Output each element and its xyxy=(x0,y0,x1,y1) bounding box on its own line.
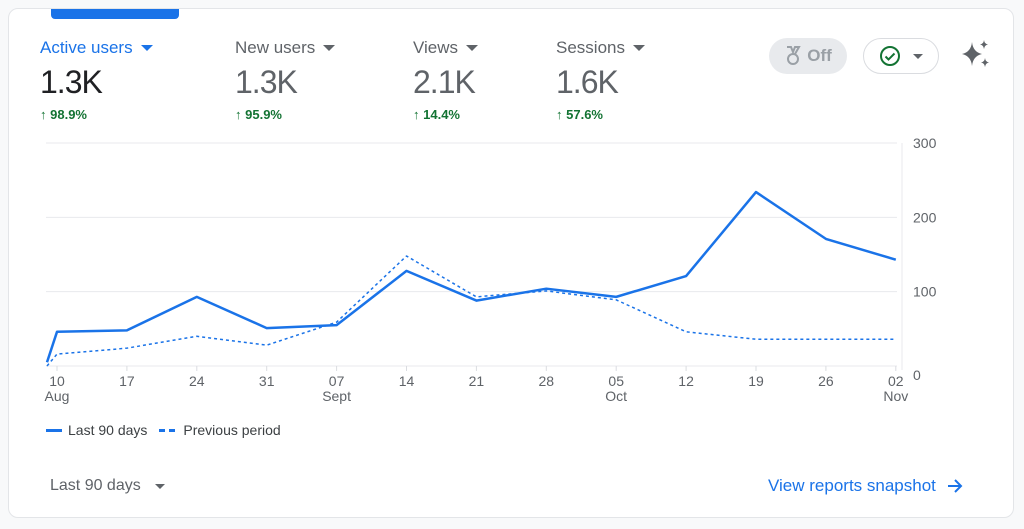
metric-change: ↑ 14.4% xyxy=(413,107,478,122)
check-circle-icon xyxy=(880,46,900,66)
metric-value: 1.3K xyxy=(235,64,298,100)
active-tab-indicator xyxy=(51,9,179,19)
metric-change-value: 98.9% xyxy=(50,107,87,122)
home-overview-card xyxy=(8,8,1014,518)
caret-down-icon xyxy=(140,45,153,51)
metric-value: 2.1K xyxy=(413,64,476,100)
medal-icon xyxy=(787,46,801,65)
metric-change-value: 57.6% xyxy=(566,107,603,122)
legend-previous-period: Previous period xyxy=(183,422,281,438)
caret-down-icon xyxy=(323,45,336,51)
chevron-down-icon xyxy=(154,483,165,489)
metric-dropdown[interactable]: New users xyxy=(235,38,336,58)
metric-label: New users xyxy=(235,38,316,57)
metric-label: Views xyxy=(413,38,459,57)
metric-tab-views[interactable]: Views 2.1K ↑ 14.4% xyxy=(413,38,479,122)
arrow-up-icon: ↑ xyxy=(556,107,563,122)
date-range-label: Last 90 days xyxy=(50,477,141,494)
chart-legend: Last 90 days Previous period xyxy=(46,422,281,438)
metric-change: ↑ 98.9% xyxy=(40,107,153,122)
arrow-up-icon: ↑ xyxy=(413,107,420,122)
caret-down-icon xyxy=(466,45,479,51)
legend-solid-swatch xyxy=(46,428,62,432)
snapshot-label: View reports snapshot xyxy=(768,476,936,495)
metric-tab-active-users[interactable]: Active users 1.3K ↑ 98.9% xyxy=(40,38,153,122)
metric-change: ↑ 57.6% xyxy=(556,107,645,122)
metric-value: 1.6K xyxy=(556,64,619,100)
metric-tab-sessions[interactable]: Sessions 1.6K ↑ 57.6% xyxy=(556,38,645,122)
metric-change: ↑ 95.9% xyxy=(235,107,335,122)
metric-value: 1.3K xyxy=(40,64,103,100)
view-reports-snapshot-link[interactable]: View reports snapshot xyxy=(768,476,964,496)
legend-dashed-swatch xyxy=(159,428,178,432)
legend-last-90-days: Last 90 days xyxy=(68,422,148,438)
caret-down-icon xyxy=(632,45,645,51)
sparkle-icon xyxy=(962,40,989,67)
insights-button[interactable] xyxy=(960,38,992,75)
metric-change-value: 14.4% xyxy=(423,107,460,122)
arrow-up-icon: ↑ xyxy=(40,107,47,122)
chevron-down-icon xyxy=(913,53,923,59)
off-toggle-button[interactable]: Off xyxy=(769,38,847,74)
metric-dropdown[interactable]: Sessions xyxy=(556,38,645,58)
metric-label: Sessions xyxy=(556,38,625,57)
off-label: Off xyxy=(807,46,832,65)
metric-dropdown[interactable]: Active users xyxy=(40,38,153,58)
arrow-up-icon: ↑ xyxy=(235,107,242,122)
metric-dropdown[interactable]: Views xyxy=(413,38,479,58)
metric-change-value: 95.9% xyxy=(245,107,282,122)
metric-label: Active users xyxy=(40,38,133,57)
status-dropdown-button[interactable] xyxy=(863,38,939,74)
arrow-right-icon xyxy=(947,479,963,493)
metric-tab-new-users[interactable]: New users 1.3K ↑ 95.9% xyxy=(235,38,336,122)
date-range-dropdown[interactable]: Last 90 days xyxy=(50,477,165,495)
